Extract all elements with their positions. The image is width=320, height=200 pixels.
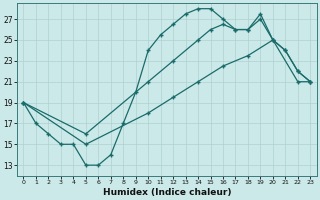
X-axis label: Humidex (Indice chaleur): Humidex (Indice chaleur) xyxy=(103,188,231,197)
